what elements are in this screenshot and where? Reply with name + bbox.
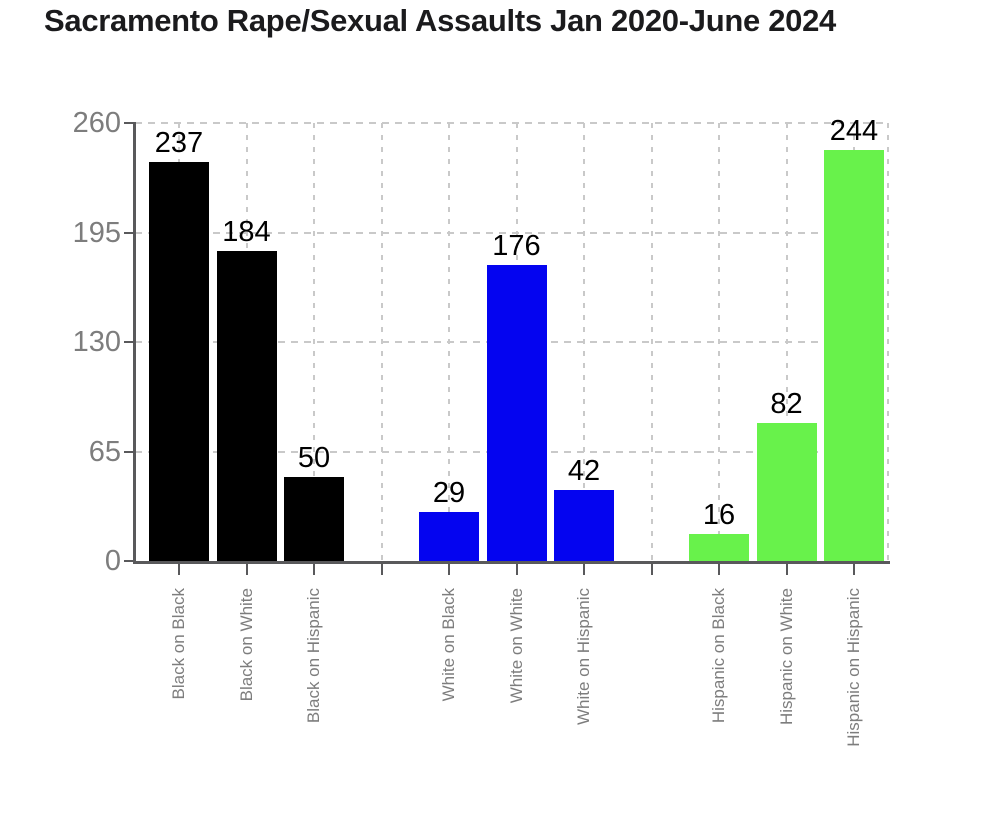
y-axis-tick (124, 231, 135, 234)
v-gridline (448, 123, 450, 561)
v-gridline (718, 123, 720, 561)
bar-black-on-black (149, 161, 209, 561)
y-axis-tick-label: 195 (72, 216, 121, 249)
y-axis-tick-label: 260 (72, 107, 121, 139)
x-category-label: White on Hispanic (574, 588, 593, 726)
bar-value-label: 176 (492, 229, 541, 262)
bar-value-label: 29 (432, 477, 466, 510)
bar-value-label: 50 (297, 441, 331, 474)
x-axis-tick (583, 562, 585, 575)
bar-white-on-white (486, 264, 547, 561)
x-category-label: White on Black (439, 588, 458, 702)
x-axis-tick (515, 562, 518, 575)
bar-white-on-hispanic (554, 490, 614, 561)
y-axis-tick (124, 122, 135, 124)
bar-value-label: 184 (222, 216, 271, 249)
x-axis-tick (245, 562, 248, 575)
h-gridline (135, 231, 888, 234)
x-axis-tick (718, 562, 720, 575)
v-gridline (650, 123, 653, 561)
bar-hispanic-on-white (756, 422, 817, 561)
v-gridline (785, 123, 788, 561)
x-axis-tick (785, 562, 788, 575)
x-axis-tick (380, 562, 383, 575)
x-axis-tick (178, 562, 180, 575)
x-category-label: Hispanic on Hispanic (844, 588, 863, 747)
x-category-label: Black on White (236, 588, 256, 702)
bar-value-label: 82 (770, 387, 803, 420)
v-gridline-right-edge (887, 123, 889, 561)
bar-value-label: 16 (702, 499, 736, 532)
bar-hispanic-on-hispanic (824, 149, 884, 561)
y-axis-tick (124, 560, 135, 562)
x-category-label: Hispanic on White (776, 588, 796, 726)
chart-title: Sacramento Rape/Sexual Assaults Jan 2020… (44, 3, 836, 38)
y-axis-tick-label: 65 (88, 435, 121, 468)
x-category-label: White on White (506, 588, 526, 704)
y-axis-tick (124, 341, 135, 343)
bar-hispanic-on-black (689, 534, 749, 561)
x-axis-tick (650, 562, 653, 575)
h-gridline (135, 122, 888, 124)
y-axis-tick-label: 130 (72, 326, 121, 358)
bar-white-on-black (419, 512, 479, 561)
v-gridline (313, 123, 315, 561)
x-category-label: Black on Black (169, 588, 188, 700)
x-category-label: Black on Hispanic (304, 588, 323, 724)
x-axis-tick (853, 562, 855, 575)
bar-value-label: 237 (154, 126, 204, 159)
y-axis-line (133, 122, 136, 563)
bar-value-label: 244 (829, 114, 879, 147)
v-gridline (583, 123, 585, 561)
bar-black-on-white (216, 251, 277, 561)
x-category-label: Hispanic on Black (709, 588, 728, 724)
x-axis-line (133, 561, 890, 564)
v-gridline (380, 123, 383, 561)
bar-black-on-hispanic (284, 476, 344, 561)
y-axis-tick (124, 450, 135, 453)
y-axis-tick-label: 0 (104, 545, 121, 577)
x-axis-tick (313, 562, 315, 575)
bar-value-label: 42 (567, 455, 601, 488)
x-axis-tick (448, 562, 450, 575)
